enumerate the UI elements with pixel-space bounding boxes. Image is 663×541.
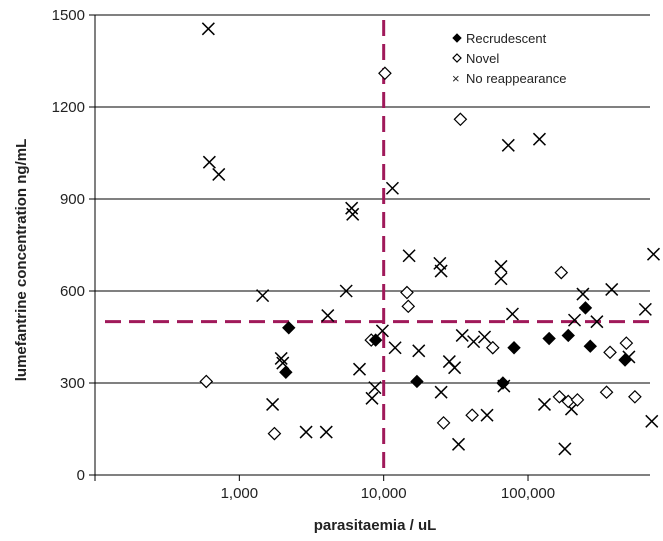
x-marker <box>402 249 416 263</box>
x-marker <box>202 155 216 169</box>
x-marker <box>375 324 389 338</box>
novel-marker <box>400 285 414 300</box>
y-tick-label: 900 <box>60 191 85 208</box>
novel-marker <box>199 374 214 389</box>
y-tick-labels: 0 300 600 900 1200 1500 <box>52 7 85 484</box>
legend-label: Novel <box>466 51 499 66</box>
x-marker <box>558 442 572 456</box>
x-marker <box>480 408 494 422</box>
x-marker <box>451 437 466 451</box>
x-marker <box>645 414 659 428</box>
recrudescent-marker <box>583 339 597 353</box>
x-marker <box>212 167 226 181</box>
axes <box>89 14 650 481</box>
y-tick-label: 0 <box>77 467 85 484</box>
x-marker <box>638 302 652 316</box>
x-marker <box>590 315 604 329</box>
recrudescent-marker <box>578 301 593 315</box>
x-marker <box>494 259 508 273</box>
x-marker <box>532 132 546 146</box>
x-tick-label: 10,000 <box>361 485 407 502</box>
x-marker <box>385 181 399 195</box>
legend-entry: × No reappearance <box>452 71 566 86</box>
legend: Recrudescent Novel × No reappearance <box>452 31 566 86</box>
x-marker <box>605 282 619 296</box>
x-marker <box>537 397 551 411</box>
x-tick-labels: 1,000 10,000 100,000 <box>221 485 556 502</box>
x-marker <box>478 330 492 344</box>
novel-marker <box>628 389 642 404</box>
x-marker <box>201 22 215 36</box>
novel-marker <box>570 393 585 407</box>
x-marker <box>388 341 402 355</box>
x-marker <box>501 138 515 152</box>
novel-marker <box>453 112 468 127</box>
novel-marker <box>267 426 282 441</box>
gridlines <box>95 14 650 384</box>
novel-marker <box>599 385 614 400</box>
x-marker <box>346 207 360 221</box>
novel-marker <box>603 345 617 360</box>
x-marker <box>448 361 462 375</box>
x-marker <box>434 385 448 399</box>
recrudescent-marker <box>507 341 521 355</box>
x-marker <box>299 425 313 439</box>
legend-x-symbol: × <box>452 71 460 86</box>
x-marker <box>368 381 382 395</box>
x-marker <box>505 307 519 321</box>
recrudescent-marker <box>496 376 510 390</box>
y-axis-title: lumefantrine concentration ng/mL <box>13 139 30 382</box>
y-tick-label: 1200 <box>52 99 85 116</box>
novel-marker <box>485 340 500 355</box>
legend-entry: Recrudescent <box>452 31 547 46</box>
x-marker <box>365 391 379 405</box>
recrudescent-marker <box>410 374 424 389</box>
x-marker <box>567 313 582 327</box>
novel-marker <box>436 416 451 430</box>
x-marker <box>321 309 335 323</box>
x-axis-title: parasitaemia / uL <box>314 517 437 534</box>
novel-marker <box>465 408 479 423</box>
x-marker <box>576 287 590 301</box>
novel-marker <box>452 53 462 63</box>
x-marker <box>352 362 367 376</box>
novel-marker <box>554 265 569 280</box>
recrudescent-marker <box>368 333 383 347</box>
x-marker <box>274 351 288 365</box>
x-tick-label: 100,000 <box>501 485 555 502</box>
reference-lines <box>105 20 650 475</box>
y-tick-label: 300 <box>60 375 85 392</box>
novel-marker <box>378 66 392 81</box>
y-tick-label: 1500 <box>52 7 85 24</box>
y-tick-label: 600 <box>60 283 85 300</box>
x-marker <box>494 272 508 286</box>
data-points <box>199 22 661 456</box>
x-marker <box>467 335 481 349</box>
recrudescent-marker <box>279 365 293 379</box>
legend-label: Recrudescent <box>466 31 547 46</box>
x-marker <box>412 344 426 358</box>
legend-label: No reappearance <box>466 71 566 86</box>
recrudescent-marker <box>282 321 296 335</box>
x-marker <box>256 289 270 303</box>
x-tick-label: 1,000 <box>221 485 259 502</box>
x-marker <box>319 425 333 439</box>
x-marker <box>646 247 661 261</box>
novel-marker <box>619 336 634 350</box>
novel-marker <box>401 299 416 314</box>
x-marker <box>266 397 280 411</box>
x-marker <box>455 328 469 342</box>
x-marker <box>434 264 448 278</box>
novel-marker <box>552 389 567 404</box>
recrudescent-marker <box>452 33 462 43</box>
legend-entry: Novel <box>452 51 499 66</box>
recrudescent-marker <box>618 353 632 367</box>
x-marker <box>339 284 353 298</box>
recrudescent-marker <box>561 328 575 343</box>
recrudescent-marker <box>542 331 556 346</box>
